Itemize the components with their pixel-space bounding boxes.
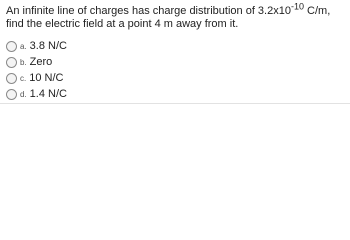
option-letter: d.: [20, 89, 27, 99]
exponent: -10: [290, 1, 304, 12]
question: An infinite line of charges has charge d…: [6, 2, 346, 31]
radio-button[interactable]: [6, 40, 17, 52]
options: a. 3.8 N/C b. Zero c. 10 N/C d. 1.4 N/C: [6, 38, 67, 102]
radio-button[interactable]: [6, 56, 17, 68]
option-text: 10 N/C: [29, 72, 64, 84]
option-text: 3.8 N/C: [29, 40, 67, 52]
option-letter: b.: [20, 57, 27, 67]
option-letter: a.: [20, 41, 27, 51]
question-text: An infinite line of charges has charge d…: [6, 5, 291, 17]
radio-button[interactable]: [6, 72, 17, 84]
option[interactable]: d. 1.4 N/C: [6, 86, 67, 102]
page: An infinite line of charges has charge d…: [0, 0, 350, 108]
option-text: Zero: [29, 56, 53, 68]
option[interactable]: b. Zero: [6, 54, 67, 70]
option[interactable]: a. 3.8 N/C: [6, 38, 67, 54]
divider: [0, 103, 350, 104]
option-text: 1.4 N/C: [29, 88, 67, 100]
question-text: C/m, find the electric field at a point …: [6, 5, 331, 30]
radio-button[interactable]: [6, 88, 17, 100]
option[interactable]: c. 10 N/C: [6, 70, 67, 86]
option-letter: c.: [20, 73, 27, 83]
